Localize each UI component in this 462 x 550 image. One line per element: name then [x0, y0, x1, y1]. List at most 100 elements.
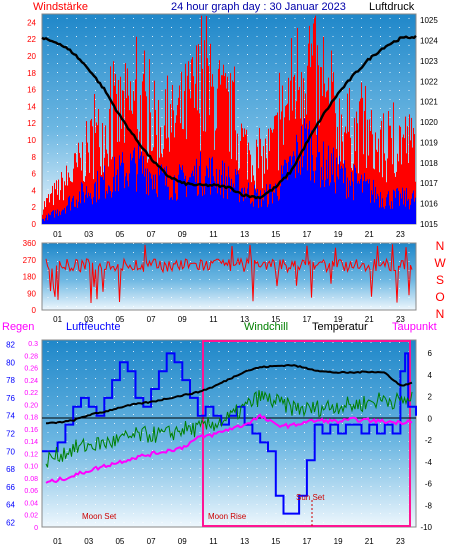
wind-y-tick: 2	[32, 203, 37, 212]
wind-bar	[248, 182, 249, 224]
wind-y-tick: 0	[32, 220, 37, 229]
gust-bar	[49, 202, 50, 224]
wind-bar	[276, 185, 277, 224]
wind-bar	[163, 170, 164, 224]
wind-bar	[192, 170, 193, 224]
gust-bar	[400, 126, 401, 224]
x-tick: 09	[178, 537, 187, 546]
gust-bar	[169, 151, 170, 224]
wind-bar	[134, 147, 135, 224]
gust-bar	[86, 121, 87, 224]
gust-bar	[201, 15, 202, 225]
wind-bar	[298, 172, 299, 224]
gust-bar	[207, 58, 208, 225]
wind-bar	[109, 186, 110, 224]
wind-bar	[333, 147, 334, 224]
gust-bar	[392, 164, 393, 224]
gust-bar	[357, 123, 358, 224]
wind-bar	[318, 152, 319, 224]
rain-y-tick: 0.12	[24, 451, 38, 458]
gust-bar	[356, 111, 357, 224]
gust-bar	[135, 79, 136, 224]
gust-bar	[360, 98, 361, 224]
gust-bar	[91, 118, 92, 224]
pressure-label: Luftdruck	[369, 1, 415, 13]
wind-bar	[116, 175, 117, 224]
wind-bar	[255, 190, 256, 224]
wind-bar	[408, 198, 409, 224]
wind-bar	[387, 194, 388, 224]
gust-bar	[47, 198, 48, 224]
moon-rise-label: Moon Rise	[208, 512, 247, 521]
wind-bar	[277, 195, 278, 224]
wind-bar	[69, 195, 70, 224]
gust-bar	[277, 112, 278, 224]
gust-bar	[114, 85, 115, 225]
gust-bar	[228, 91, 229, 225]
wind-bar	[262, 198, 263, 224]
gust-bar	[253, 175, 254, 224]
wind-bar	[90, 193, 91, 224]
gust-bar	[57, 194, 58, 224]
gust-bar	[195, 83, 196, 224]
wind-y-tick: 22	[27, 35, 36, 44]
gust-bar	[259, 127, 260, 224]
gust-bar	[62, 177, 63, 224]
gust-bar	[144, 50, 145, 225]
wind-bar	[126, 172, 127, 224]
wind-bar	[412, 193, 413, 224]
compass-letter: S	[436, 273, 444, 287]
wind-bar	[381, 207, 382, 224]
wind-bar	[242, 187, 243, 224]
gust-bar	[50, 194, 51, 224]
wind-bar	[184, 178, 185, 224]
wind-bar	[232, 189, 233, 224]
wind-bar	[251, 202, 252, 224]
gust-bar	[191, 59, 192, 224]
gust-bar	[365, 85, 366, 225]
rain-y-tick: 0.24	[24, 378, 38, 385]
wind-bar	[64, 207, 65, 224]
gust-bar	[239, 168, 240, 224]
luftfeuchte-label: Luftfeuchte	[66, 321, 120, 333]
wind-bar	[338, 179, 339, 224]
gust-bar	[233, 82, 234, 224]
wind-bar	[305, 128, 306, 224]
wind-bar	[51, 212, 52, 224]
pressure-y-tick: 1022	[420, 77, 438, 86]
gust-bar	[78, 142, 79, 224]
wind-bar	[258, 207, 259, 224]
wind-bar	[415, 197, 416, 224]
rain-y-tick: 0	[34, 525, 38, 532]
wind-bar	[400, 193, 401, 224]
gust-bar	[367, 119, 368, 224]
wind-bar	[49, 214, 50, 224]
gust-bar	[125, 63, 126, 224]
wind-bar	[113, 176, 114, 224]
wind-bar	[83, 191, 84, 224]
wind-bar	[344, 160, 345, 224]
wind-bar	[47, 220, 48, 224]
wind-bar	[124, 188, 125, 224]
gust-bar	[323, 36, 324, 225]
wind-bar	[115, 191, 116, 224]
wind-bar	[106, 190, 107, 224]
gust-bar	[158, 100, 159, 224]
gust-bar	[187, 75, 188, 225]
gust-bar	[374, 169, 375, 224]
gust-bar	[130, 81, 131, 224]
gust-bar	[268, 128, 269, 224]
humidity-y-tick: 64	[6, 501, 15, 510]
wind-bar	[209, 157, 210, 224]
wind-bar	[379, 207, 380, 224]
gust-bar	[381, 120, 382, 224]
gust-bar	[178, 97, 179, 224]
wind-bar	[325, 180, 326, 224]
wind-y-tick: 6	[32, 170, 37, 179]
gust-bar	[173, 110, 174, 224]
pressure-y-tick: 1023	[420, 57, 438, 66]
gust-bar	[318, 65, 319, 224]
x-tick: 13	[240, 315, 249, 324]
wind-bar	[177, 199, 178, 224]
wind-bar	[55, 210, 56, 224]
